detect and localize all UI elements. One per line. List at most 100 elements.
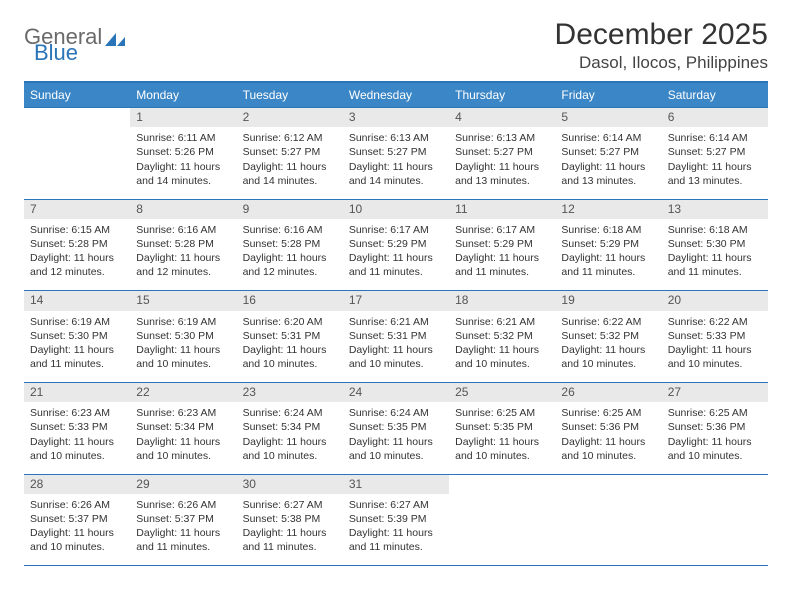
weekday-header: Wednesday [343,82,449,108]
content-row: Sunrise: 6:19 AMSunset: 5:30 PM Daylight:… [24,311,768,383]
day-cell [24,127,130,199]
day-content: Sunrise: 6:20 AMSunset: 5:31 PMDaylight:… [237,311,343,378]
sunset-line: Sunset: 5:30 PM [30,329,124,343]
sunset-line: Sunset: 5:35 PM [349,420,443,434]
daynum-row: 28293031 [24,474,768,494]
sunrise-line: Sunrise: 6:22 AM [561,315,655,329]
sunrise-line: Sunrise: 6:11 AM [136,131,230,145]
day-cell: Sunrise: 6:27 AMSunset: 5:39 PMDaylight:… [343,494,449,566]
sunset-line: Sunset: 5:29 PM [561,237,655,251]
daynum-cell: 16 [237,291,343,311]
day-number: 26 [555,383,661,402]
day-number: 4 [449,108,555,127]
day-cell: Sunrise: 6:15 AMSunset: 5:28 PMDaylight:… [24,219,130,291]
sunrise-line: Sunrise: 6:12 AM [243,131,337,145]
day-cell: Sunrise: 6:23 AMSunset: 5:34 PMDaylight:… [130,402,236,474]
daylight-line: Daylight: 11 hours and 10 minutes. [30,526,124,554]
daynum-cell [24,108,130,128]
daylight-line: Daylight: 11 hours and 13 minutes. [668,160,762,188]
day-number: 8 [130,200,236,219]
daylight-line: Daylight: 11 hours and 10 minutes. [455,343,549,371]
sunrise-line: Sunrise: 6:21 AM [349,315,443,329]
day-content: Sunrise: 6:25 AMSunset: 5:36 PMDaylight:… [555,402,661,469]
day-number: 20 [662,291,768,310]
daylight-line: Daylight: 11 hours and 11 minutes. [561,251,655,279]
daynum-cell: 20 [662,291,768,311]
day-number [24,108,130,127]
daynum-cell: 22 [130,383,236,403]
sunrise-line: Sunrise: 6:24 AM [349,406,443,420]
daynum-cell: 12 [555,199,661,219]
day-number: 7 [24,200,130,219]
daynum-cell: 31 [343,474,449,494]
daylight-line: Daylight: 11 hours and 13 minutes. [561,160,655,188]
daynum-cell: 8 [130,199,236,219]
daynum-cell: 9 [237,199,343,219]
day-cell: Sunrise: 6:21 AMSunset: 5:32 PMDaylight:… [449,311,555,383]
sunset-line: Sunset: 5:29 PM [455,237,549,251]
daynum-cell: 27 [662,383,768,403]
weekday-header: Tuesday [237,82,343,108]
sunset-line: Sunset: 5:37 PM [136,512,230,526]
day-number: 9 [237,200,343,219]
day-number: 29 [130,475,236,494]
daylight-line: Daylight: 11 hours and 11 minutes. [455,251,549,279]
day-content: Sunrise: 6:14 AMSunset: 5:27 PMDaylight:… [662,127,768,194]
calendar-body: 123456Sunrise: 6:11 AMSunset: 5:26 PMDay… [24,108,768,566]
day-number: 2 [237,108,343,127]
day-cell: Sunrise: 6:16 AMSunset: 5:28 PMDaylight:… [130,219,236,291]
daynum-row: 21222324252627 [24,383,768,403]
daylight-line: Daylight: 11 hours and 10 minutes. [243,343,337,371]
day-cell: Sunrise: 6:26 AMSunset: 5:37 PMDaylight:… [24,494,130,566]
day-cell: Sunrise: 6:24 AMSunset: 5:35 PMDaylight:… [343,402,449,474]
day-cell: Sunrise: 6:16 AMSunset: 5:28 PMDaylight:… [237,219,343,291]
sunset-line: Sunset: 5:27 PM [243,145,337,159]
sunset-line: Sunset: 5:32 PM [455,329,549,343]
sunrise-line: Sunrise: 6:18 AM [561,223,655,237]
day-cell: Sunrise: 6:19 AMSunset: 5:30 PMDaylight:… [24,311,130,383]
sunrise-line: Sunrise: 6:19 AM [30,315,124,329]
sunset-line: Sunset: 5:27 PM [561,145,655,159]
daylight-line: Daylight: 11 hours and 11 minutes. [136,526,230,554]
weekday-header: Thursday [449,82,555,108]
daynum-cell: 2 [237,108,343,128]
daylight-line: Daylight: 11 hours and 11 minutes. [243,526,337,554]
day-content: Sunrise: 6:25 AMSunset: 5:36 PMDaylight:… [662,402,768,469]
title-block: December 2025 Dasol, Ilocos, Philippines [555,18,768,73]
day-number: 11 [449,200,555,219]
day-content: Sunrise: 6:23 AMSunset: 5:34 PMDaylight:… [130,402,236,469]
content-row: Sunrise: 6:23 AMSunset: 5:33 PMDaylight:… [24,402,768,474]
day-cell: Sunrise: 6:18 AMSunset: 5:30 PMDaylight:… [662,219,768,291]
day-content: Sunrise: 6:26 AMSunset: 5:37 PMDaylight:… [130,494,236,561]
sunset-line: Sunset: 5:28 PM [243,237,337,251]
sunrise-line: Sunrise: 6:27 AM [243,498,337,512]
sunset-line: Sunset: 5:39 PM [349,512,443,526]
daynum-cell: 11 [449,199,555,219]
day-number: 30 [237,475,343,494]
day-cell: Sunrise: 6:22 AMSunset: 5:32 PMDaylight:… [555,311,661,383]
day-content [662,494,768,504]
calendar-page: General Blue December 2025 Dasol, Ilocos… [0,0,792,612]
sunrise-line: Sunrise: 6:13 AM [349,131,443,145]
daynum-cell: 30 [237,474,343,494]
daylight-line: Daylight: 11 hours and 14 minutes. [136,160,230,188]
daylight-line: Daylight: 11 hours and 14 minutes. [243,160,337,188]
day-number: 5 [555,108,661,127]
day-content: Sunrise: 6:17 AMSunset: 5:29 PMDaylight:… [343,219,449,286]
day-cell: Sunrise: 6:25 AMSunset: 5:36 PMDaylight:… [555,402,661,474]
daynum-cell: 5 [555,108,661,128]
day-content: Sunrise: 6:15 AMSunset: 5:28 PMDaylight:… [24,219,130,286]
sunrise-line: Sunrise: 6:23 AM [30,406,124,420]
daylight-line: Daylight: 11 hours and 10 minutes. [455,435,549,463]
daynum-cell: 1 [130,108,236,128]
weekday-row: SundayMondayTuesdayWednesdayThursdayFrid… [24,82,768,108]
sunset-line: Sunset: 5:30 PM [668,237,762,251]
daynum-cell: 18 [449,291,555,311]
day-cell: Sunrise: 6:11 AMSunset: 5:26 PMDaylight:… [130,127,236,199]
sunrise-line: Sunrise: 6:20 AM [243,315,337,329]
day-content: Sunrise: 6:21 AMSunset: 5:31 PMDaylight:… [343,311,449,378]
brand-blue-wrap: Blue [34,40,78,66]
day-cell [449,494,555,566]
day-cell [555,494,661,566]
sunrise-line: Sunrise: 6:13 AM [455,131,549,145]
